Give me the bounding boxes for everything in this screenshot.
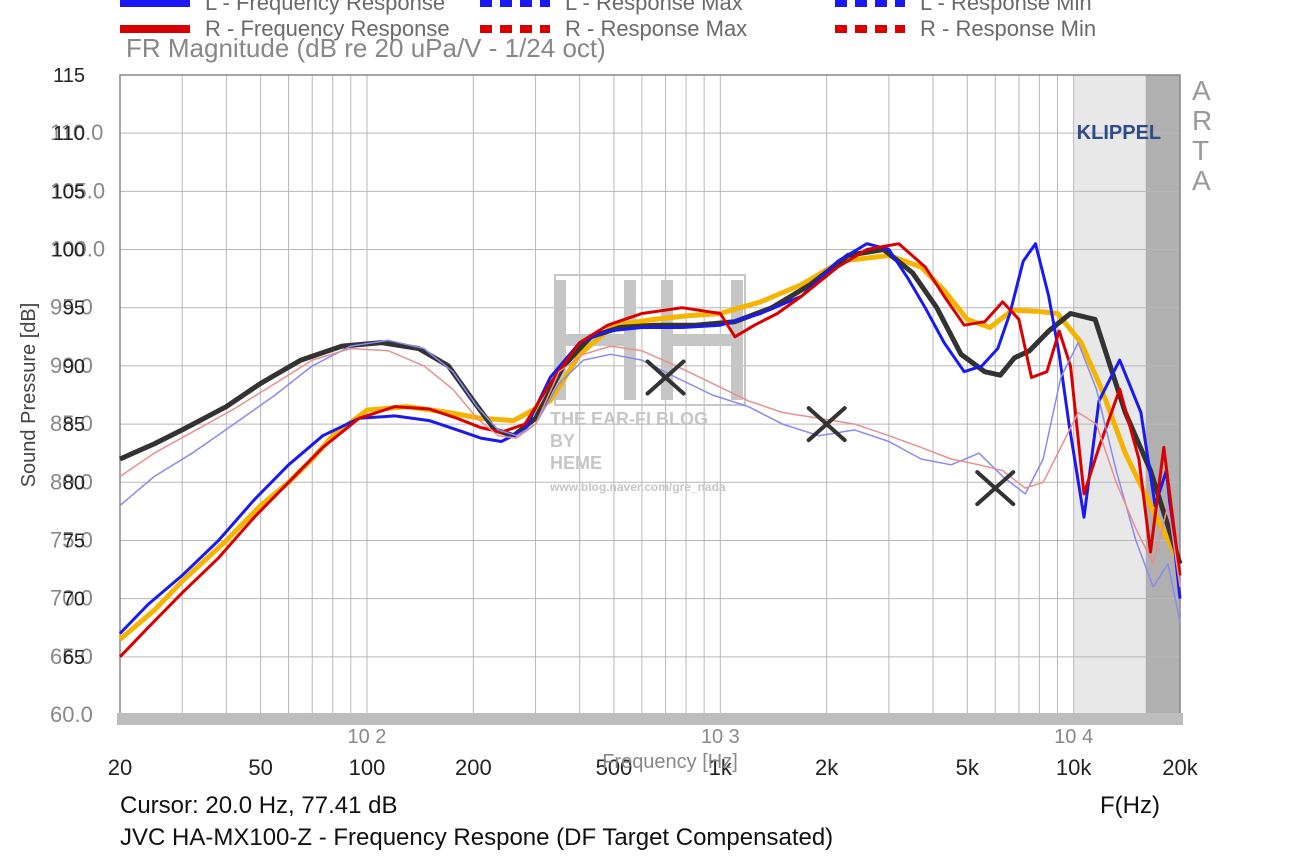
series-Target Black	[120, 250, 1180, 564]
x-tick-inner: 2k	[815, 755, 839, 780]
legend-label: R - Response Max	[565, 16, 747, 41]
arta-watermark: R	[1192, 105, 1212, 136]
y-tick-outer: 60.0	[50, 702, 93, 727]
legend-label: L - Response Min	[920, 0, 1092, 15]
watermark-text: THE EAR-FI BLOG	[550, 409, 708, 429]
x-tick-inner: 10k	[1056, 755, 1092, 780]
chart-subtitle: JVC HA-MX100-Z - Frequency Respone (DF T…	[120, 824, 833, 851]
arta-watermark: A	[1192, 75, 1211, 106]
x-tick-decade: 10 4	[1054, 726, 1093, 748]
cursor-readout: Cursor: 20.0 Hz, 77.41 dB	[120, 792, 397, 819]
y-tick-inner: 70	[63, 589, 85, 611]
y-tick-inner: 95	[63, 298, 85, 320]
series-R Response	[120, 244, 1180, 657]
series-L Response	[120, 244, 1180, 634]
x-tick-inner: 100	[349, 755, 386, 780]
legend-label: L - Frequency Response	[205, 0, 445, 15]
x-axis-label-outer: F(Hz)	[1100, 792, 1160, 819]
y-tick-inner: 90	[63, 356, 85, 378]
x-axis-label-inner: Frequency [Hz]	[602, 751, 738, 773]
x-tick-decade: 10 2	[348, 726, 387, 748]
fr-chart: THE EAR-FI BLOGBYHEME www.blog.naver.com/…	[0, 0, 1300, 863]
x-tick-inner: 50	[248, 755, 272, 780]
series-R thin	[120, 346, 1180, 587]
arta-watermark: T	[1192, 135, 1209, 166]
y-tick-inner: 115	[53, 65, 85, 87]
legend-label: R - Response Min	[920, 16, 1096, 41]
y-tick-inner: 105	[52, 181, 85, 203]
x-tick-decade: 10 3	[701, 726, 740, 748]
x-tick-inner: 5k	[956, 755, 980, 780]
y-tick-inner: 80	[63, 472, 85, 494]
legend-label: R - Frequency Response	[205, 16, 450, 41]
y-tick-inner: 85	[63, 414, 85, 436]
x-tick-inner: 20	[108, 755, 132, 780]
y-axis-label: Sound Pressure [dB]	[18, 303, 40, 488]
y-tick-inner: 100	[52, 240, 85, 262]
shaded-region	[1146, 75, 1180, 715]
arta-watermark: A	[1192, 165, 1211, 196]
x-tick-inner: 20k	[1162, 755, 1198, 780]
watermark-text: BY	[550, 431, 575, 451]
y-tick-inner: 65	[63, 647, 85, 669]
watermark-text: HEME	[550, 453, 602, 473]
x-tick-inner: 200	[455, 755, 492, 780]
legend-label: L - Response Max	[565, 0, 743, 15]
klippel-watermark: KLIPPEL	[1077, 122, 1161, 144]
y-tick-inner: 75	[63, 530, 85, 552]
y-tick-inner: 110	[53, 123, 85, 145]
watermark-text: www.blog.naver.com/gre_nada	[549, 480, 726, 494]
